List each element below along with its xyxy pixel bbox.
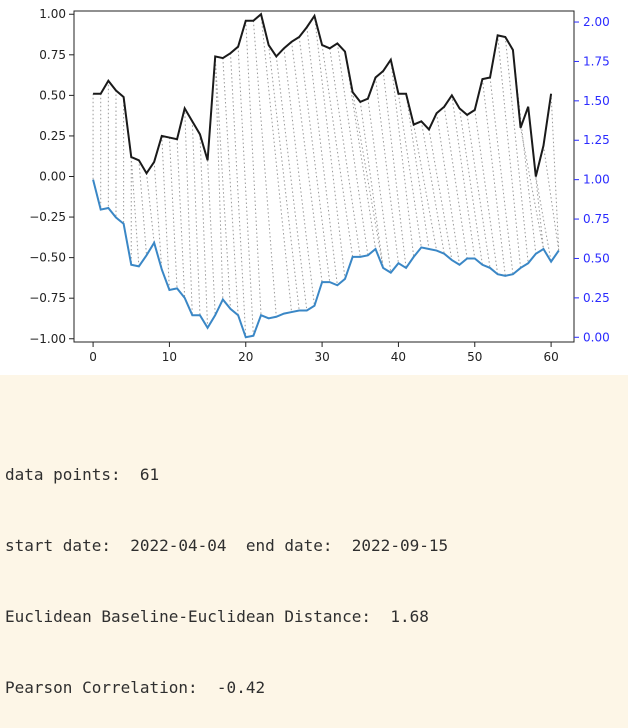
connector-line — [459, 108, 483, 265]
connector-line — [344, 51, 377, 250]
series-a-line — [93, 12, 553, 177]
connector-line — [367, 98, 392, 273]
connector-lines — [92, 14, 560, 338]
connector-line — [130, 156, 140, 267]
right-tick-label: 1.50 — [583, 94, 610, 108]
left-tick-label: −0.50 — [29, 251, 66, 265]
left-tick-label: −1.00 — [29, 332, 66, 346]
right-tick-label: 1.25 — [583, 133, 610, 147]
connector-line — [161, 135, 170, 291]
x-tick-label: 50 — [467, 350, 482, 364]
plot-panel: −1.00 −0.75 −0.50 −0.25 0.00 0.25 0.50 0.75 1.00… — [0, 0, 628, 375]
x-tick-label: 10 — [162, 350, 177, 364]
connector-line — [138, 160, 148, 256]
connector-line — [176, 139, 186, 298]
connector-line — [321, 45, 354, 257]
left-tick-label: 0.25 — [39, 129, 66, 143]
series-lines — [92, 12, 560, 339]
left-tick-label: 0.00 — [39, 170, 66, 184]
stats-panel: data points: 61 start date: 2022-04-04 e… — [5, 425, 448, 728]
euclidean-distance-text: Euclidean Baseline-Euclidean Distance: 1… — [5, 607, 429, 626]
connector-line — [397, 93, 422, 248]
data-points-text: data points: 61 — [5, 465, 160, 484]
right-tick-label: 0.00 — [583, 330, 610, 344]
connector-line — [268, 45, 300, 311]
connector-line — [191, 121, 201, 316]
connector-line — [252, 20, 277, 317]
right-tick-label: 0.25 — [583, 291, 610, 305]
connector-line — [390, 59, 415, 257]
connector-line — [214, 56, 231, 309]
connector-line — [436, 113, 460, 265]
x-tick-label: 40 — [391, 350, 406, 364]
right-tick-label: 0.50 — [583, 251, 610, 265]
left-tick-label: 0.75 — [39, 48, 66, 62]
x-tick-label: 0 — [89, 350, 97, 364]
connector-line — [283, 48, 315, 306]
connector-line — [329, 48, 361, 257]
connector-line — [382, 70, 407, 268]
connector-line — [298, 36, 331, 283]
connector-line — [199, 134, 209, 328]
connector-line — [474, 109, 499, 275]
connector-line — [313, 15, 346, 280]
connector-line — [146, 173, 155, 243]
left-tick-label: 1.00 — [39, 7, 66, 21]
connector-line — [291, 41, 323, 283]
right-tick-label: 2.00 — [583, 15, 610, 29]
connector-line — [451, 95, 476, 259]
connector-line — [405, 93, 430, 250]
x-axis: 0 10 20 30 40 50 60 — [89, 342, 559, 364]
right-tick-label: 0.75 — [583, 212, 610, 226]
connector-line — [504, 36, 529, 264]
connector-line — [245, 20, 262, 316]
connector-line — [542, 145, 560, 251]
connector-line — [520, 127, 544, 250]
left-tick-label: 0.50 — [39, 88, 66, 102]
connector-line — [489, 77, 514, 275]
plot-frame — [73, 10, 575, 343]
connector-line — [443, 106, 468, 259]
connector-line — [428, 129, 453, 261]
left-y-axis: −1.00 −0.75 −0.50 −0.25 0.00 0.25 0.50 0.75 1.00 — [29, 7, 74, 346]
right-tick-label: 1.75 — [583, 54, 610, 68]
connector-line — [466, 114, 491, 268]
connector-line — [229, 53, 247, 338]
x-tick-label: 20 — [238, 350, 253, 364]
pearson-correlation-text: Pearson Correlation: -0.42 — [5, 678, 266, 697]
connector-line — [306, 27, 338, 286]
x-tick-label: 30 — [314, 350, 329, 364]
connector-line — [481, 79, 506, 276]
connector-line — [184, 108, 193, 316]
x-tick-label: 60 — [543, 350, 558, 364]
connector-line — [336, 43, 369, 256]
connector-line — [260, 14, 293, 313]
connector-line — [497, 35, 522, 268]
connector-line — [207, 160, 216, 316]
connector-line — [222, 58, 239, 316]
connector-line — [413, 124, 438, 251]
connector-line — [352, 92, 384, 269]
left-tick-label: −0.25 — [29, 210, 66, 224]
date-range-text: start date: 2022-04-04 end date: 2022-09… — [5, 536, 449, 555]
dual-axis-line-chart: −1.00 −0.75 −0.50 −0.25 0.00 0.25 0.50 0.75 1.00… — [29, 7, 610, 364]
connector-line — [214, 56, 224, 300]
connector-line — [237, 46, 254, 336]
right-y-axis: 0.00 0.25 0.50 0.75 1.00 1.25 1.50 1.75 2.00 — [574, 15, 610, 344]
right-tick-label: 1.00 — [583, 173, 610, 187]
connector-line — [168, 137, 178, 289]
series-b-line — [92, 179, 560, 339]
connector-line — [275, 56, 308, 311]
connector-line — [550, 93, 560, 251]
left-tick-label: −0.75 — [29, 291, 66, 305]
connector-line — [535, 176, 552, 262]
